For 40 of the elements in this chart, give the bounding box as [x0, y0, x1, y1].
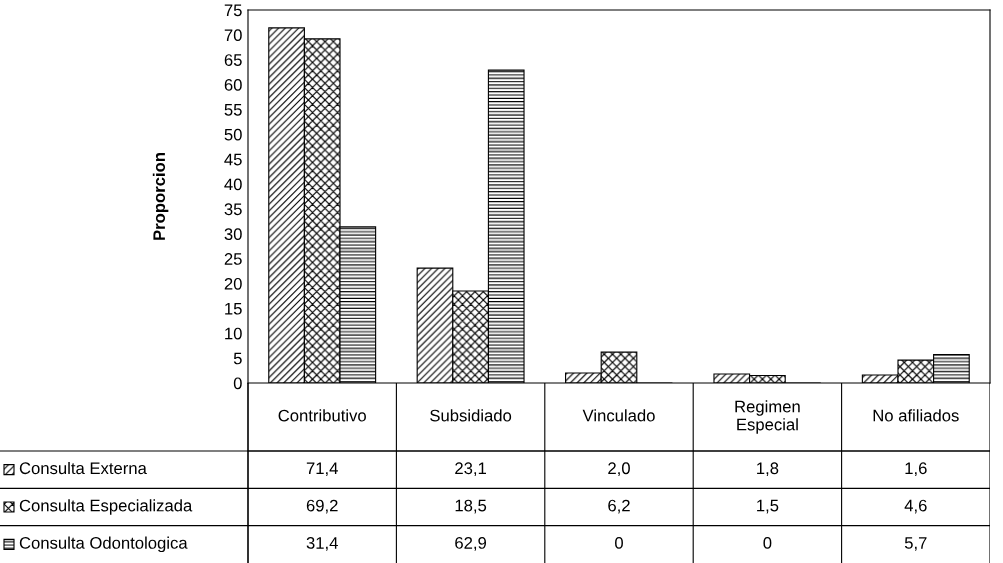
data-label: 62,9	[455, 537, 487, 551]
y-tick-label: 25	[224, 253, 242, 265]
y-tick-label: 75	[224, 4, 242, 17]
y-tick-label: 20	[224, 277, 242, 290]
y-tick-label: 15	[225, 302, 242, 315]
y-tick-label: 65	[224, 54, 242, 66]
legend-label: Consulta Odontologica	[19, 536, 188, 553]
data-label: 31,4	[306, 537, 338, 551]
data-label: 5,7	[904, 537, 927, 551]
x-tick-label: No afiliados	[873, 409, 959, 422]
y-tick-label: 40	[224, 178, 242, 191]
y-axis-title: Proporcion	[152, 153, 169, 240]
x-tick-label: Contributivo	[278, 409, 366, 422]
data-label: 1,8	[757, 462, 779, 477]
data-label: 6,2	[608, 499, 630, 514]
data-label: 23,1	[455, 462, 487, 477]
x-tick-label: Regimen Especial	[735, 400, 800, 434]
y-tick-label: 45	[224, 153, 242, 166]
y-tick-label: 60	[224, 79, 242, 91]
data-label: 1,5	[757, 499, 779, 514]
y-tick-label: 50	[224, 128, 242, 141]
y-tick-label: 30	[224, 228, 242, 240]
legend-label: Consulta Especializada	[19, 499, 193, 515]
data-label: 0	[615, 537, 623, 549]
x-tick-label: Vinculado	[582, 409, 655, 422]
data-label: 69,2	[306, 499, 338, 514]
data-label: 71,4	[306, 462, 338, 477]
y-tick-label: 55	[224, 104, 242, 116]
data-label: 4,6	[904, 499, 927, 514]
data-label: 1,6	[905, 462, 927, 477]
y-tick-label: 10	[225, 327, 242, 340]
y-tick-label: 70	[224, 29, 242, 42]
x-tick-label: Subsidiado	[430, 409, 512, 422]
y-tick-label: 35	[224, 203, 242, 216]
data-label: 18,5	[455, 499, 487, 514]
y-tick-label: 5	[233, 352, 242, 365]
legend-label: Consulta Externa	[19, 461, 147, 475]
data-label: 2,0	[608, 462, 630, 477]
y-tick-label: 0	[233, 377, 242, 390]
data-label: 0	[763, 537, 772, 549]
